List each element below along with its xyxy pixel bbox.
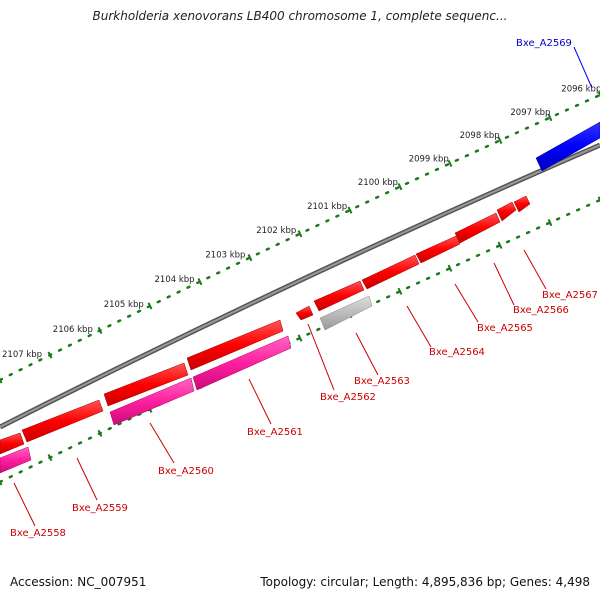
- gene-label-bxe-a2567[interactable]: Bxe_A2567: [542, 290, 598, 301]
- gene-bxe-a2560-red[interactable]: [103, 362, 189, 407]
- ruler-tick-label: 2102 kbp: [256, 226, 296, 236]
- ruler-tick-label: 2096 kbp: [561, 85, 600, 95]
- gene-bxe-a2561[interactable]: [192, 335, 292, 391]
- ruler-tick: [0, 377, 3, 384]
- label-leader-lines: [13, 46, 593, 527]
- outer-ruler-arc: [0, 93, 600, 382]
- ruler-tick: [397, 183, 403, 191]
- gene-bxe-a2559[interactable]: [21, 399, 104, 443]
- ruler-tick: [197, 278, 203, 286]
- ruler-tick: [97, 326, 103, 335]
- gene-label-bxe-a2565[interactable]: Bxe_A2565: [477, 323, 533, 334]
- gene-bxe-a2558-red[interactable]: [0, 432, 25, 455]
- gene-bxe-a2566[interactable]: [496, 201, 517, 222]
- gene-bxe-a2562-upper[interactable]: [313, 280, 365, 312]
- ruler-tick: [447, 264, 453, 272]
- inner-ruler-ticks: [0, 196, 600, 486]
- gene-label-bxe-a2564[interactable]: Bxe_A2564: [429, 347, 485, 358]
- ruler-tick-label: 2104 kbp: [155, 275, 195, 285]
- gene-label-bxe-a2560[interactable]: Bxe_A2560: [158, 466, 214, 477]
- ruler-tick: [97, 429, 103, 437]
- ruler-tick-labels: 2096 kbp 2097 kbp 2098 kbp 2099 kbp 2100 kbp…: [2, 85, 600, 360]
- accession-text: Accession: NC_007951: [10, 575, 147, 589]
- ruler-tick: [597, 196, 600, 203]
- ruler-tick: [347, 206, 353, 214]
- chromosome-backbone: [0, 142, 600, 430]
- ruler-tick-label: 2098 kbp: [460, 131, 500, 141]
- ruler-tick: [247, 253, 253, 262]
- gene-label-bxe-a2563[interactable]: Bxe_A2563: [354, 376, 410, 387]
- gene-bxe-a2569[interactable]: [535, 121, 600, 172]
- ruler-tick: [497, 136, 503, 145]
- summary-text: Topology: circular; Length: 4,895,836 bp…: [260, 575, 590, 589]
- gene-label-bxe-a2566[interactable]: Bxe_A2566: [513, 305, 569, 316]
- ruler-tick-label: 2097 kbp: [510, 108, 550, 118]
- ruler-tick: [497, 241, 503, 249]
- ruler-tick-label: 2100 kbp: [358, 178, 398, 188]
- gene-bxe-a2562[interactable]: [295, 305, 314, 321]
- gene-label-bxe-a2559[interactable]: Bxe_A2559: [72, 503, 128, 514]
- gene-labels: Bxe_A2569 Bxe_A2567 Bxe_A2566 Bxe_A2565 …: [10, 38, 598, 539]
- gene-bxe-a2567[interactable]: [513, 195, 531, 213]
- ruler-tick-label: 2106 kbp: [53, 325, 93, 335]
- ruler-tick-label: 2099 kbp: [409, 155, 449, 165]
- ruler-tick: [297, 230, 303, 238]
- ruler-tick: [547, 113, 553, 122]
- ruler-tick: [297, 334, 303, 342]
- gene-label-bxe-a2558[interactable]: Bxe_A2558: [10, 528, 66, 539]
- ruler-tick: [397, 287, 403, 295]
- ruler-tick: [597, 91, 600, 98]
- ruler-tick-label: 2101 kbp: [307, 202, 347, 212]
- ruler-tick: [47, 351, 53, 359]
- gene-label-bxe-a2561[interactable]: Bxe_A2561: [247, 427, 303, 438]
- ruler-tick: [47, 453, 53, 462]
- ruler-tick: [0, 479, 3, 486]
- inner-ruler-arc: [0, 198, 600, 484]
- map-title: Burkholderia xenovorans LB400 chromosome…: [92, 9, 508, 23]
- gene-label-bxe-a2562[interactable]: Bxe_A2562: [320, 392, 376, 403]
- ruler-tick: [147, 302, 153, 310]
- gene-bxe-a2561-red[interactable]: [186, 319, 284, 371]
- gene-bxe-a2558[interactable]: [0, 446, 32, 474]
- gene-bxe-a2563[interactable]: [319, 295, 373, 331]
- ruler-tick-label: 2105 kbp: [104, 300, 144, 310]
- gene-bxe-a2564-b[interactable]: [361, 254, 420, 290]
- ruler-tick-label: 2107 kbp: [2, 350, 42, 360]
- gene-label-bxe-a2569[interactable]: Bxe_A2569: [516, 38, 572, 49]
- ruler-tick: [447, 159, 453, 168]
- gene-bxe-a2564[interactable]: [415, 235, 461, 264]
- ruler-tick-label: 2103 kbp: [205, 251, 245, 261]
- gene-bxe-a2565[interactable]: [454, 212, 501, 244]
- outer-ruler-ticks: [0, 91, 600, 384]
- gene-bxe-a2560[interactable]: [109, 377, 195, 426]
- gene-features: [0, 121, 600, 474]
- ruler-tick: [547, 218, 553, 227]
